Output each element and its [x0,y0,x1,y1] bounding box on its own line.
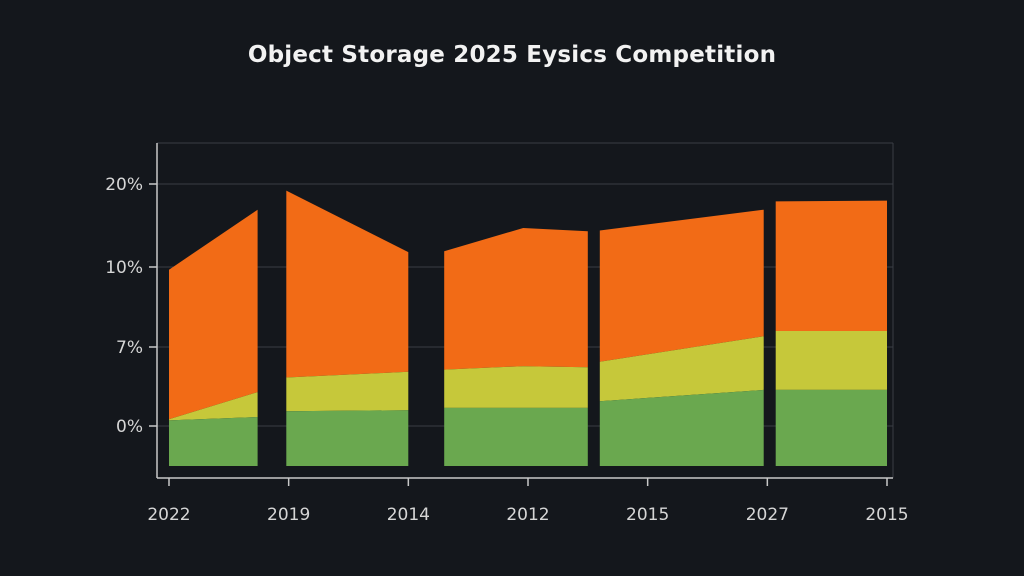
x-tick-label: 2027 [746,505,789,525]
area-band-green [286,410,409,466]
area-band-yellow [599,336,764,402]
x-tick-label: 2015 [626,505,669,525]
label-layer: 20% 10% 7% 0% 2022 2019 2014 2012 2015 2027 2015 [105,175,908,525]
y-tick-label: 10% [105,258,143,278]
area-band-orange [169,209,258,420]
y-tick-label: 0% [116,417,143,437]
area-panel-5 [775,200,887,466]
y-tick-label: 7% [116,338,143,358]
area-band-orange [775,200,887,331]
area-band-green [599,389,764,466]
y-tick-label: 20% [105,175,143,195]
area-band-yellow [444,366,588,408]
area-band-green [169,417,258,466]
area-band-green [775,389,887,466]
area-band-orange [599,209,764,362]
area-panel-2 [286,190,409,466]
area-band-yellow [286,371,409,412]
x-tick-label: 2022 [147,505,190,525]
area-band-orange [444,228,588,370]
area-panel-3 [444,228,588,466]
area-layer [169,190,887,466]
chart-title: Object Storage 2025 Eysics Competition [247,42,777,68]
area-band-green [444,407,588,466]
area-band-orange [286,190,409,378]
area-panel-4 [599,209,764,466]
axis-layer [149,143,893,486]
x-tick-label: 2014 [387,505,430,525]
area-panel-1 [169,209,258,466]
x-tick-label: 2012 [506,505,549,525]
area-band-yellow [775,331,887,390]
area-band-yellow [169,392,258,421]
x-tick-label: 2019 [267,505,310,525]
x-tick-label: 2015 [865,505,908,525]
